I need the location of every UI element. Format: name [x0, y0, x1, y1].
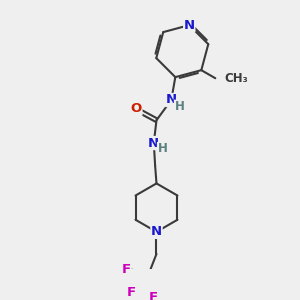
Text: H: H [174, 100, 184, 113]
Text: N: N [184, 19, 195, 32]
Text: N: N [166, 94, 177, 106]
Text: F: F [148, 291, 158, 300]
Text: N: N [148, 136, 159, 150]
Text: H: H [158, 142, 167, 155]
Text: N: N [151, 225, 162, 239]
Text: O: O [131, 102, 142, 115]
Text: F: F [127, 286, 136, 299]
Text: F: F [122, 263, 131, 276]
Text: CH₃: CH₃ [225, 72, 248, 85]
